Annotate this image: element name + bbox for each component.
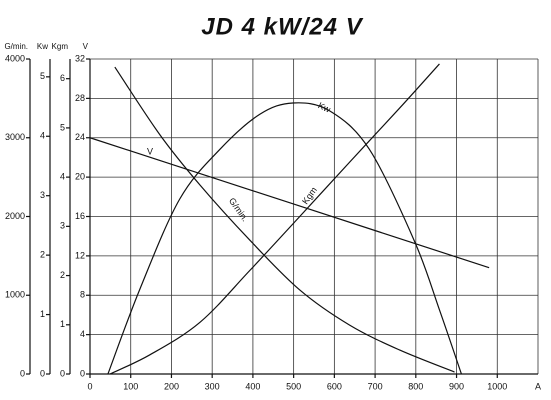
y-tick-label: 6 — [60, 73, 65, 83]
y-tick-label: 1 — [40, 309, 45, 319]
y-tick-label: 0 — [80, 368, 85, 378]
y-tick-label: 0 — [60, 368, 65, 378]
y-tick-label: 24 — [75, 132, 85, 142]
y-tick-label: 4 — [40, 131, 45, 141]
y-tick-label: 32 — [75, 53, 85, 63]
y-axis-label: Kgm — [52, 42, 69, 51]
x-tick-label: 300 — [205, 381, 220, 391]
x-tick-label: 200 — [164, 381, 179, 391]
y-tick-label: 12 — [75, 250, 85, 260]
y-tick-label: 1000 — [5, 290, 25, 300]
y-tick-label: 2 — [60, 270, 65, 280]
y-tick-label: 4000 — [5, 53, 25, 63]
y-tick-label: 4 — [60, 172, 65, 182]
y-tick-label: 3 — [40, 190, 45, 200]
y-tick-label: 2000 — [5, 211, 25, 221]
y-tick-label: 5 — [40, 71, 45, 81]
curve-label: Kgm — [300, 185, 319, 206]
x-tick-label: 100 — [123, 381, 138, 391]
curve — [89, 137, 490, 269]
y-tick-label: 0 — [20, 368, 25, 378]
y-tick-label: 28 — [75, 93, 85, 103]
curve-label: V — [147, 146, 153, 156]
y-tick-label: 2 — [40, 250, 45, 260]
curve — [114, 66, 455, 373]
x-tick-label: 400 — [245, 381, 260, 391]
chart-title: JD 4 kW/24 V — [201, 13, 363, 40]
x-tick-label: 600 — [327, 381, 342, 391]
y-axis-label: V — [83, 42, 89, 51]
curve — [107, 102, 463, 375]
x-tick-label: 500 — [286, 381, 301, 391]
y-tick-label: 0 — [40, 368, 45, 378]
y-tick-label: 8 — [80, 290, 85, 300]
x-axis-label: A — [535, 381, 541, 391]
y-tick-label: 20 — [75, 172, 85, 182]
curve — [109, 63, 440, 375]
y-axis-label: G/min. — [4, 42, 28, 51]
y-tick-label: 4 — [80, 329, 85, 339]
x-tick-label: 1000 — [487, 381, 507, 391]
x-tick-label: 900 — [449, 381, 464, 391]
y-axis-label: Kw — [37, 42, 48, 51]
y-tick-label: 3000 — [5, 132, 25, 142]
x-tick-label: 0 — [87, 381, 92, 391]
y-tick-label: 3 — [60, 221, 65, 231]
y-tick-label: 16 — [75, 211, 85, 221]
y-tick-label: 5 — [60, 122, 65, 132]
curve-label: Kw — [316, 100, 332, 115]
x-tick-label: 700 — [368, 381, 383, 391]
y-tick-label: 1 — [60, 319, 65, 329]
x-tick-label: 800 — [408, 381, 423, 391]
